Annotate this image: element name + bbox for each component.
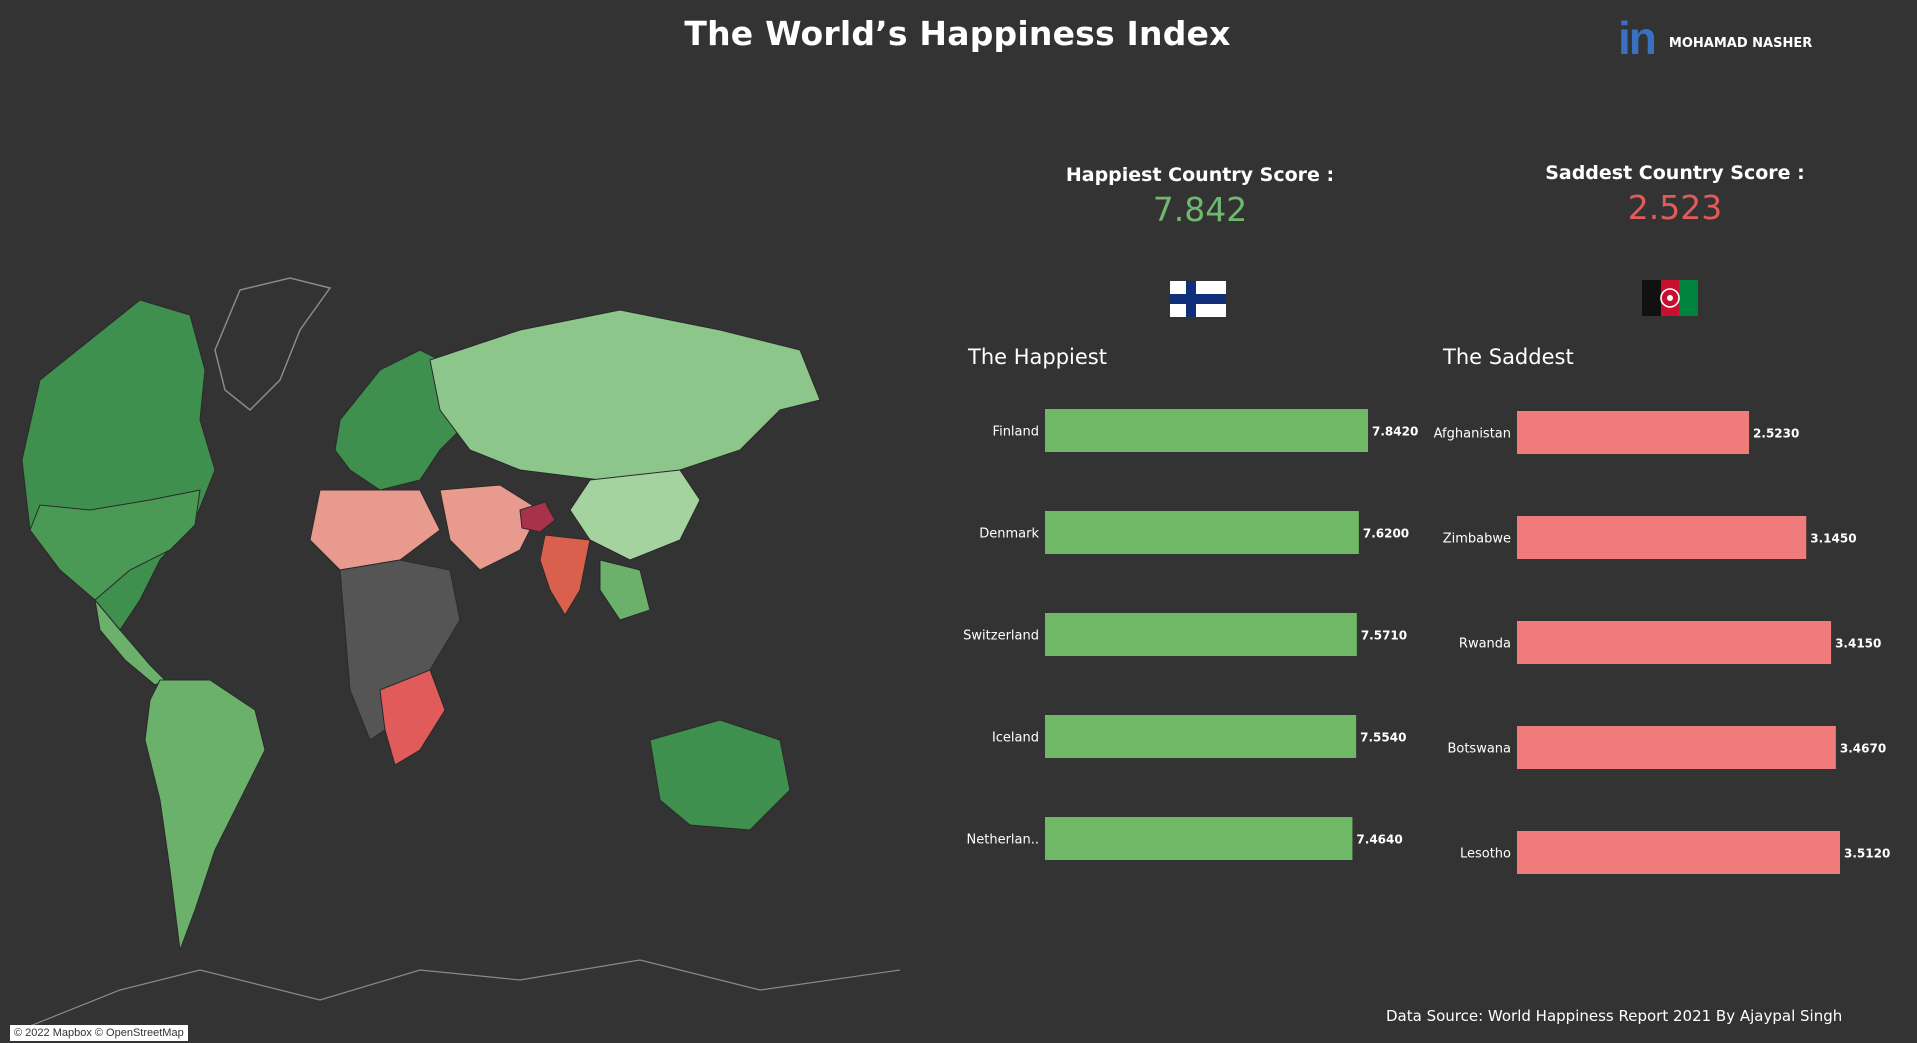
antarctica-shape — [19, 959, 901, 1031]
saddest-value-label: 3.4150 — [1835, 637, 1881, 651]
happiest-score-label: Happiest Country Score : — [1065, 164, 1335, 186]
happiest-category-label: Switzerland — [963, 629, 1039, 644]
russia-shape[interactable] — [429, 309, 821, 481]
brand[interactable]: in MOHAMAD NASHER — [1618, 12, 1813, 64]
happiest-bar[interactable] — [1045, 613, 1357, 656]
saddest-bar[interactable] — [1517, 621, 1832, 664]
saddest-category-label: Zimbabwe — [1443, 532, 1511, 547]
africa-north-shape[interactable] — [309, 489, 441, 571]
happiest-value-label: 7.4640 — [1356, 833, 1402, 847]
happiest-value-label: 7.5710 — [1361, 629, 1407, 643]
saddest-value-label: 2.5230 — [1753, 427, 1799, 441]
finland-flag — [1170, 281, 1226, 317]
greenland-shape — [214, 277, 332, 412]
china-shape[interactable] — [569, 469, 701, 561]
saddest-score-card: Saddest Country Score : 2.523 — [1515, 162, 1835, 227]
saddest-score-label: Saddest Country Score : — [1545, 162, 1805, 184]
saddest-value-label: 3.5120 — [1844, 847, 1890, 861]
happiest-category-label: Netherlan.. — [967, 833, 1039, 848]
saddest-category-label: Rwanda — [1459, 637, 1511, 652]
happiest-score-value: 7.842 — [1152, 190, 1248, 229]
india-shape[interactable] — [539, 534, 591, 616]
afghanistan-flag — [1642, 280, 1698, 316]
linkedin-icon[interactable]: in — [1618, 12, 1657, 64]
world-choropleth-map[interactable] — [0, 270, 950, 1040]
saddest-bar-chart[interactable]: Afghanistan 2.5230 Zimbabwe 3.1450 Rwanda 3.4… — [1432, 395, 1902, 885]
happiest-bar-chart[interactable]: Finland 7.8420 Denmark 7.6200 Switzerland 7.5… — [960, 395, 1430, 885]
happiest-value-label: 7.8420 — [1372, 425, 1418, 439]
happiest-category-label: Finland — [993, 425, 1039, 440]
saddest-value-label: 3.4670 — [1840, 742, 1886, 756]
south-america-shape[interactable] — [144, 679, 266, 951]
afghanistan-shape[interactable] — [519, 501, 556, 533]
happiest-score-card: Happiest Country Score : 7.842 — [1040, 164, 1360, 229]
happiest-bar[interactable] — [1045, 511, 1359, 554]
saddest-category-label: Botswana — [1447, 742, 1511, 757]
africa-south-shape[interactable] — [379, 669, 446, 766]
australia-shape[interactable] — [649, 719, 791, 831]
saddest-bar[interactable] — [1517, 726, 1836, 769]
happiest-section-title: The Happiest — [968, 345, 1107, 369]
saddest-section-title: The Saddest — [1443, 345, 1574, 369]
author-name: MOHAMAD NASHER — [1668, 35, 1813, 51]
happiest-value-label: 7.6200 — [1363, 527, 1409, 541]
dashboard-title: The World’s Happiness Index — [684, 14, 1231, 53]
happiest-bar[interactable] — [1045, 715, 1357, 758]
saddest-bar[interactable] — [1517, 411, 1750, 454]
happiest-bar[interactable] — [1045, 409, 1368, 452]
southeast-asia-shape[interactable] — [599, 559, 651, 621]
saddest-score-value: 2.523 — [1627, 188, 1723, 227]
map-attribution[interactable]: © 2022 Mapbox © OpenStreetMap — [10, 1025, 188, 1041]
saddest-value-label: 3.1450 — [1810, 532, 1856, 546]
middle-east-shape[interactable] — [439, 484, 541, 571]
happiest-value-label: 7.5540 — [1360, 731, 1406, 745]
data-source-note: Data Source: World Happiness Report 2021… — [1386, 1007, 1843, 1025]
saddest-category-label: Lesotho — [1460, 847, 1511, 862]
saddest-bar[interactable] — [1517, 516, 1807, 559]
saddest-category-label: Afghanistan — [1434, 427, 1511, 442]
happiest-category-label: Iceland — [992, 731, 1039, 746]
happiest-category-label: Denmark — [979, 527, 1039, 542]
happiest-bar[interactable] — [1045, 817, 1353, 860]
usa-shape[interactable] — [29, 489, 201, 601]
saddest-bar[interactable] — [1517, 831, 1840, 874]
